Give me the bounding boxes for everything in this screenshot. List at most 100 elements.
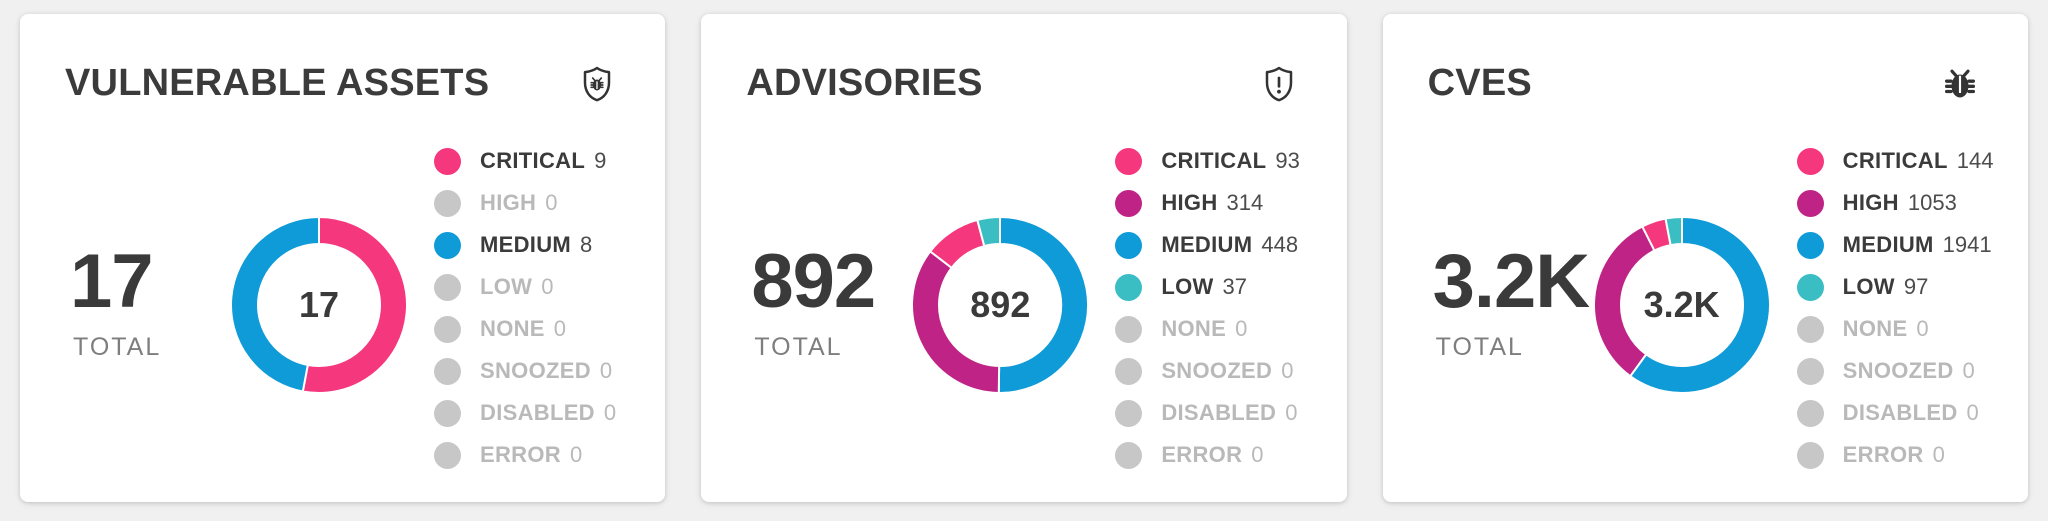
donut-segment-high — [911, 250, 1001, 394]
severity-value: 37 — [1222, 274, 1248, 299]
severity-dot-icon — [434, 441, 461, 469]
bug-icon — [1940, 64, 1980, 104]
severity-value: 0 — [603, 400, 617, 425]
severity-dot-icon — [1115, 441, 1143, 469]
severity-label: LOW — [480, 274, 533, 299]
donut-segment-low — [1664, 216, 1683, 247]
legend-item-critical: CRITICAL 93 — [1115, 140, 1300, 182]
severity-value: 1941 — [1942, 232, 1992, 257]
severity-value: 0 — [599, 358, 613, 383]
legend-item-low: LOW 0 — [434, 266, 616, 308]
severity-value: 9 — [594, 148, 607, 173]
legend-item-low: LOW 37 — [1115, 266, 1300, 308]
severity-value: 0 — [1285, 400, 1298, 425]
total-label: TOTAL — [1435, 333, 1524, 361]
severity-dot-icon — [1796, 231, 1824, 259]
severity-donut-chart: 892 — [908, 213, 1092, 397]
card-header: VULNERABLE ASSETS — [65, 62, 617, 106]
total-block: 17 TOTAL — [70, 244, 161, 362]
severity-dot-icon — [1796, 273, 1824, 301]
severity-value: 1053 — [1907, 190, 1957, 215]
severity-label: CRITICAL — [1842, 148, 1948, 173]
severity-dot-icon — [1115, 231, 1143, 259]
legend-item-critical: CRITICAL 144 — [1796, 140, 1994, 182]
alert-shield-icon — [1259, 64, 1299, 104]
severity-dot-icon — [1115, 273, 1143, 301]
severity-dot-icon — [1115, 357, 1143, 385]
severity-legend: CRITICAL 9 HIGH 0 MEDIUM 8 LOW 0 NONE 0 SNOOZED 0 DI… — [434, 140, 616, 476]
severity-donut-chart: 3.2K — [1590, 213, 1774, 397]
severity-label: DISABLED — [480, 400, 595, 425]
severity-value: 0 — [541, 274, 554, 299]
severity-dot-icon — [1796, 399, 1824, 427]
severity-label: LOW — [1842, 274, 1895, 299]
bug-shield-icon — [577, 64, 617, 104]
severity-label: DISABLED — [1842, 400, 1958, 425]
severity-dot-icon — [1115, 315, 1143, 343]
card-advisories[interactable]: ADVISORIES 892 TOTAL 892 CRITICAL 93 HIGH 3… — [701, 14, 1347, 502]
legend-item-high: HIGH 314 — [1115, 182, 1300, 224]
donut-svg — [230, 216, 409, 394]
severity-label: NONE — [1161, 316, 1227, 341]
severity-label: SNOOZED — [1161, 358, 1273, 383]
severity-value: 144 — [1956, 148, 1994, 173]
severity-value: 0 — [569, 442, 583, 467]
total-label: TOTAL — [754, 333, 843, 361]
card-title: VULNERABLE ASSETS — [65, 62, 490, 104]
severity-value: 93 — [1275, 148, 1300, 173]
legend-item-disabled: DISABLED 0 — [434, 392, 616, 434]
severity-label: ERROR — [1842, 442, 1924, 467]
severity-label: NONE — [1842, 316, 1908, 341]
legend-item-medium: MEDIUM 1941 — [1796, 224, 1994, 266]
severity-label: CRITICAL — [1161, 148, 1267, 173]
legend-item-none: NONE 0 — [434, 308, 616, 350]
severity-value: 0 — [1235, 316, 1248, 341]
legend-item-medium: MEDIUM 448 — [1115, 224, 1300, 266]
legend-item-critical: CRITICAL 9 — [434, 140, 616, 182]
total-count: 3.2K — [1432, 239, 1591, 324]
legend-item-error: ERROR 0 — [1115, 434, 1300, 476]
severity-value: 0 — [1251, 442, 1264, 467]
total-block: 3.2K TOTAL — [1432, 239, 1591, 362]
card-title: CVES — [1427, 62, 1532, 104]
severity-dot-icon — [1796, 189, 1824, 217]
card-header: CVES — [1428, 62, 1980, 106]
card-cves[interactable]: CVES 3.2K TOTAL 3.2K — [1382, 14, 2028, 502]
dashboard-cards: VULNERABLE ASSETS 17 TOTAL 17 CRITICAL 9 H… — [20, 14, 2028, 502]
severity-label: MEDIUM — [480, 232, 572, 257]
severity-value: 0 — [1932, 442, 1945, 467]
legend-item-high: HIGH 1053 — [1796, 182, 1994, 224]
severity-value: 0 — [545, 190, 558, 215]
legend-item-high: HIGH 0 — [434, 182, 616, 224]
severity-dot-icon — [434, 399, 461, 427]
legend-item-error: ERROR 0 — [434, 434, 616, 476]
legend-item-none: NONE 0 — [1796, 308, 1994, 350]
donut-svg — [1592, 216, 1771, 394]
donut-segment-low — [976, 216, 1002, 248]
legend-item-snoozed: SNOOZED 0 — [434, 350, 616, 392]
severity-dot-icon — [1796, 147, 1824, 175]
severity-dot-icon — [1796, 315, 1824, 343]
severity-label: HIGH — [1842, 190, 1899, 215]
legend-item-none: NONE 0 — [1115, 308, 1300, 350]
severity-value: 8 — [580, 232, 593, 257]
legend-item-snoozed: SNOOZED 0 — [1796, 350, 1994, 392]
severity-dot-icon — [1115, 147, 1143, 175]
donut-segment-medium — [998, 216, 1090, 394]
legend-item-disabled: DISABLED 0 — [1796, 392, 1994, 434]
severity-dot-icon — [1796, 357, 1824, 385]
total-count: 17 — [70, 239, 154, 324]
severity-label: LOW — [1161, 274, 1214, 299]
severity-label: ERROR — [480, 442, 561, 467]
severity-donut-chart: 17 — [227, 213, 411, 397]
severity-dot-icon — [1796, 441, 1824, 469]
severity-label: MEDIUM — [1842, 232, 1934, 257]
severity-label: NONE — [480, 316, 545, 341]
severity-value: 0 — [1966, 400, 1979, 425]
card-vulnerable-assets[interactable]: VULNERABLE ASSETS 17 TOTAL 17 CRITICAL 9 H… — [20, 14, 666, 502]
severity-value: 448 — [1261, 232, 1299, 257]
total-label: TOTAL — [73, 333, 162, 361]
legend-item-error: ERROR 0 — [1796, 434, 1994, 476]
donut-svg — [911, 216, 1090, 394]
legend-item-medium: MEDIUM 8 — [434, 224, 616, 266]
